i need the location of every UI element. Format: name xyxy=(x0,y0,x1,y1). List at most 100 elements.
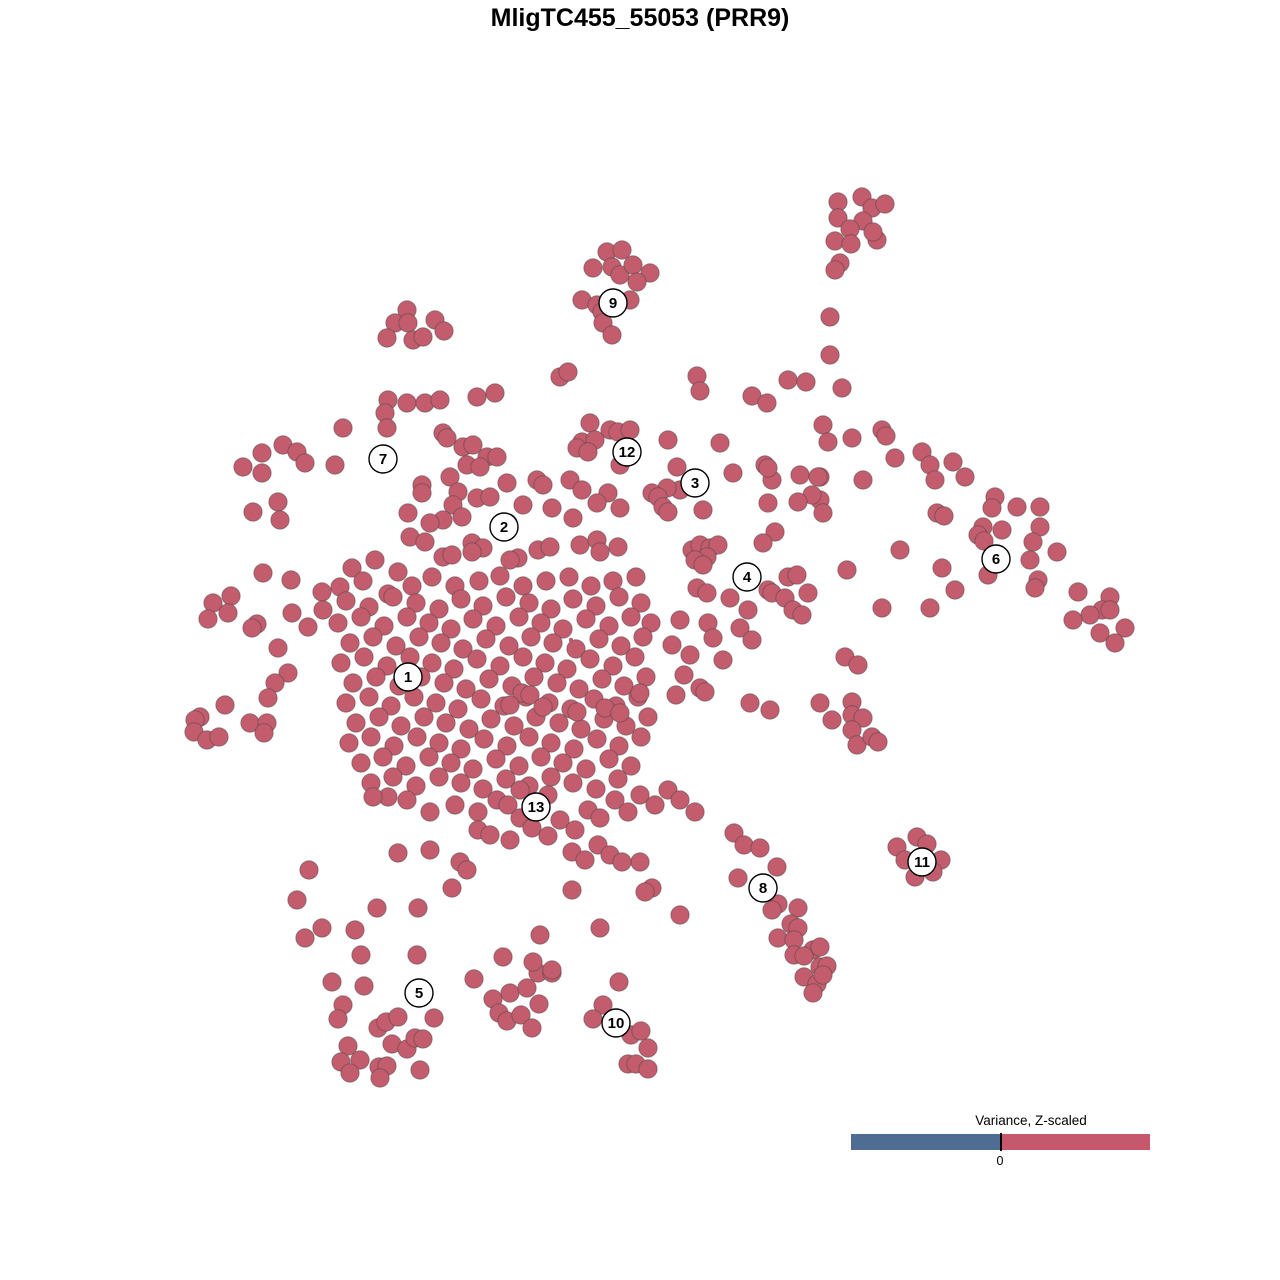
data-point xyxy=(243,502,263,522)
data-point xyxy=(312,918,332,938)
data-point xyxy=(422,653,442,673)
data-point xyxy=(436,713,456,733)
data-point xyxy=(498,795,518,815)
cluster-label-circle xyxy=(680,468,710,498)
data-point xyxy=(762,900,782,920)
data-point xyxy=(409,627,429,647)
data-point xyxy=(519,727,539,747)
data-point xyxy=(818,432,838,452)
data-point xyxy=(638,1038,658,1058)
data-point xyxy=(658,430,678,450)
data-point xyxy=(486,749,506,769)
data-point xyxy=(581,576,601,596)
data-point xyxy=(398,503,418,523)
data-point xyxy=(558,362,578,382)
data-point xyxy=(638,1059,658,1079)
data-point xyxy=(468,802,488,822)
data-point xyxy=(633,627,653,647)
data-point xyxy=(685,802,705,822)
data-point xyxy=(496,587,516,607)
data-point xyxy=(542,960,562,980)
data-point xyxy=(576,759,596,779)
data-point xyxy=(331,653,351,673)
data-point xyxy=(586,779,606,799)
cluster-label-number: 9 xyxy=(609,295,617,312)
data-point xyxy=(825,231,845,251)
data-point xyxy=(803,983,823,1003)
data-point xyxy=(513,576,533,596)
data-point xyxy=(609,587,629,607)
data-point xyxy=(853,708,873,728)
data-point xyxy=(750,838,770,858)
data-point xyxy=(658,502,678,522)
data-point xyxy=(757,393,777,413)
data-point xyxy=(778,370,798,390)
data-point xyxy=(542,498,562,518)
cluster-label-circle xyxy=(907,847,937,877)
data-point xyxy=(281,570,301,590)
data-point xyxy=(734,835,754,855)
cluster-label-12: 12 xyxy=(612,437,642,467)
data-point xyxy=(623,255,643,275)
data-point xyxy=(422,567,442,587)
data-point xyxy=(992,520,1012,540)
data-point xyxy=(242,618,262,638)
data-point xyxy=(1105,633,1125,653)
data-point xyxy=(346,713,366,733)
cluster-label-10: 10 xyxy=(601,1008,631,1038)
data-point xyxy=(1063,610,1083,630)
data-point xyxy=(703,628,723,648)
data-point xyxy=(608,769,628,789)
data-point xyxy=(974,531,994,551)
data-point xyxy=(268,492,288,512)
data-point xyxy=(794,946,814,966)
data-point xyxy=(509,756,529,776)
data-point xyxy=(1100,600,1120,620)
data-point xyxy=(424,1008,444,1028)
data-point xyxy=(885,448,905,468)
data-point xyxy=(593,995,613,1015)
data-point xyxy=(513,647,533,667)
data-point xyxy=(351,945,371,965)
data-point xyxy=(500,983,520,1003)
data-point xyxy=(790,465,810,485)
data-point xyxy=(612,240,632,260)
data-point xyxy=(517,978,537,998)
data-point xyxy=(590,542,610,562)
data-point xyxy=(497,473,517,493)
data-point xyxy=(500,550,520,570)
data-point xyxy=(445,795,465,815)
data-point xyxy=(740,693,760,713)
data-point xyxy=(361,727,381,747)
data-point xyxy=(451,589,471,609)
cluster-label-circle xyxy=(489,512,519,542)
cluster-label-9: 9 xyxy=(598,288,628,318)
data-point xyxy=(603,656,623,676)
data-point xyxy=(414,707,434,727)
data-point xyxy=(792,605,812,625)
data-point xyxy=(381,696,401,716)
data-point xyxy=(605,790,625,810)
data-point xyxy=(730,618,750,638)
data-point xyxy=(322,972,342,992)
data-point xyxy=(710,433,730,453)
data-point xyxy=(412,483,432,503)
data-point xyxy=(828,208,848,228)
data-point xyxy=(590,808,610,828)
data-point xyxy=(398,313,418,333)
data-point xyxy=(612,852,632,872)
data-point xyxy=(925,470,945,490)
cluster-label-number: 11 xyxy=(914,854,930,871)
data-point xyxy=(570,535,590,555)
data-point xyxy=(697,583,717,603)
data-point xyxy=(386,636,406,656)
cluster-label-circle xyxy=(393,662,423,692)
data-point xyxy=(388,843,408,863)
data-point xyxy=(742,630,762,650)
data-point xyxy=(630,852,650,872)
data-point xyxy=(943,452,963,472)
data-point xyxy=(383,767,403,787)
data-point xyxy=(569,679,589,699)
data-point xyxy=(397,393,417,413)
data-point xyxy=(456,679,476,699)
